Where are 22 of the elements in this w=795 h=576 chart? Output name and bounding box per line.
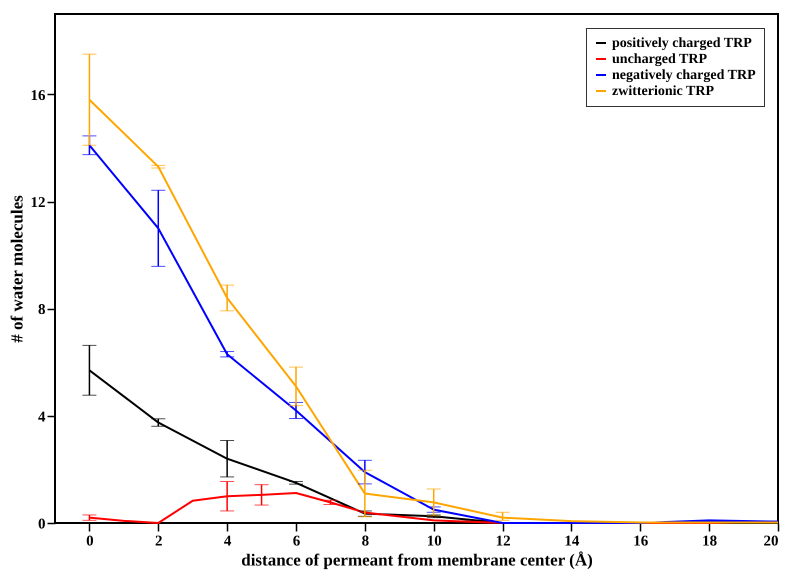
y-axis-title: # of water molecules bbox=[8, 194, 26, 343]
legend-label: uncharged TRP bbox=[612, 52, 708, 67]
x-tick-label: 20 bbox=[764, 534, 778, 550]
x-tick-label: 6 bbox=[292, 534, 301, 550]
x-tick-label: 16 bbox=[633, 534, 649, 550]
x-tick-label: 12 bbox=[496, 534, 511, 550]
x-tick-label: 18 bbox=[702, 534, 718, 550]
x-tick-label: 4 bbox=[224, 534, 232, 550]
y-tick-label: 4 bbox=[38, 409, 46, 426]
legend-label: zwitterionic TRP bbox=[612, 84, 714, 99]
x-tick-label: 2 bbox=[155, 534, 163, 550]
y-tick-label: 0 bbox=[38, 516, 46, 532]
x-tick-label: 0 bbox=[86, 534, 94, 550]
y-tick-label: 8 bbox=[38, 302, 46, 318]
legend-label: positively charged TRP bbox=[612, 36, 752, 51]
x-axis-title: distance of permeant from membrane center (Å) bbox=[241, 550, 593, 570]
x-tick-label: 10 bbox=[426, 534, 442, 550]
legend-label: negatively charged TRP bbox=[612, 68, 756, 83]
x-tick-label: 14 bbox=[564, 534, 580, 550]
y-tick-label: 16 bbox=[30, 88, 46, 104]
x-tick-label: 8 bbox=[362, 534, 370, 550]
y-tick-label: 12 bbox=[30, 195, 46, 212]
